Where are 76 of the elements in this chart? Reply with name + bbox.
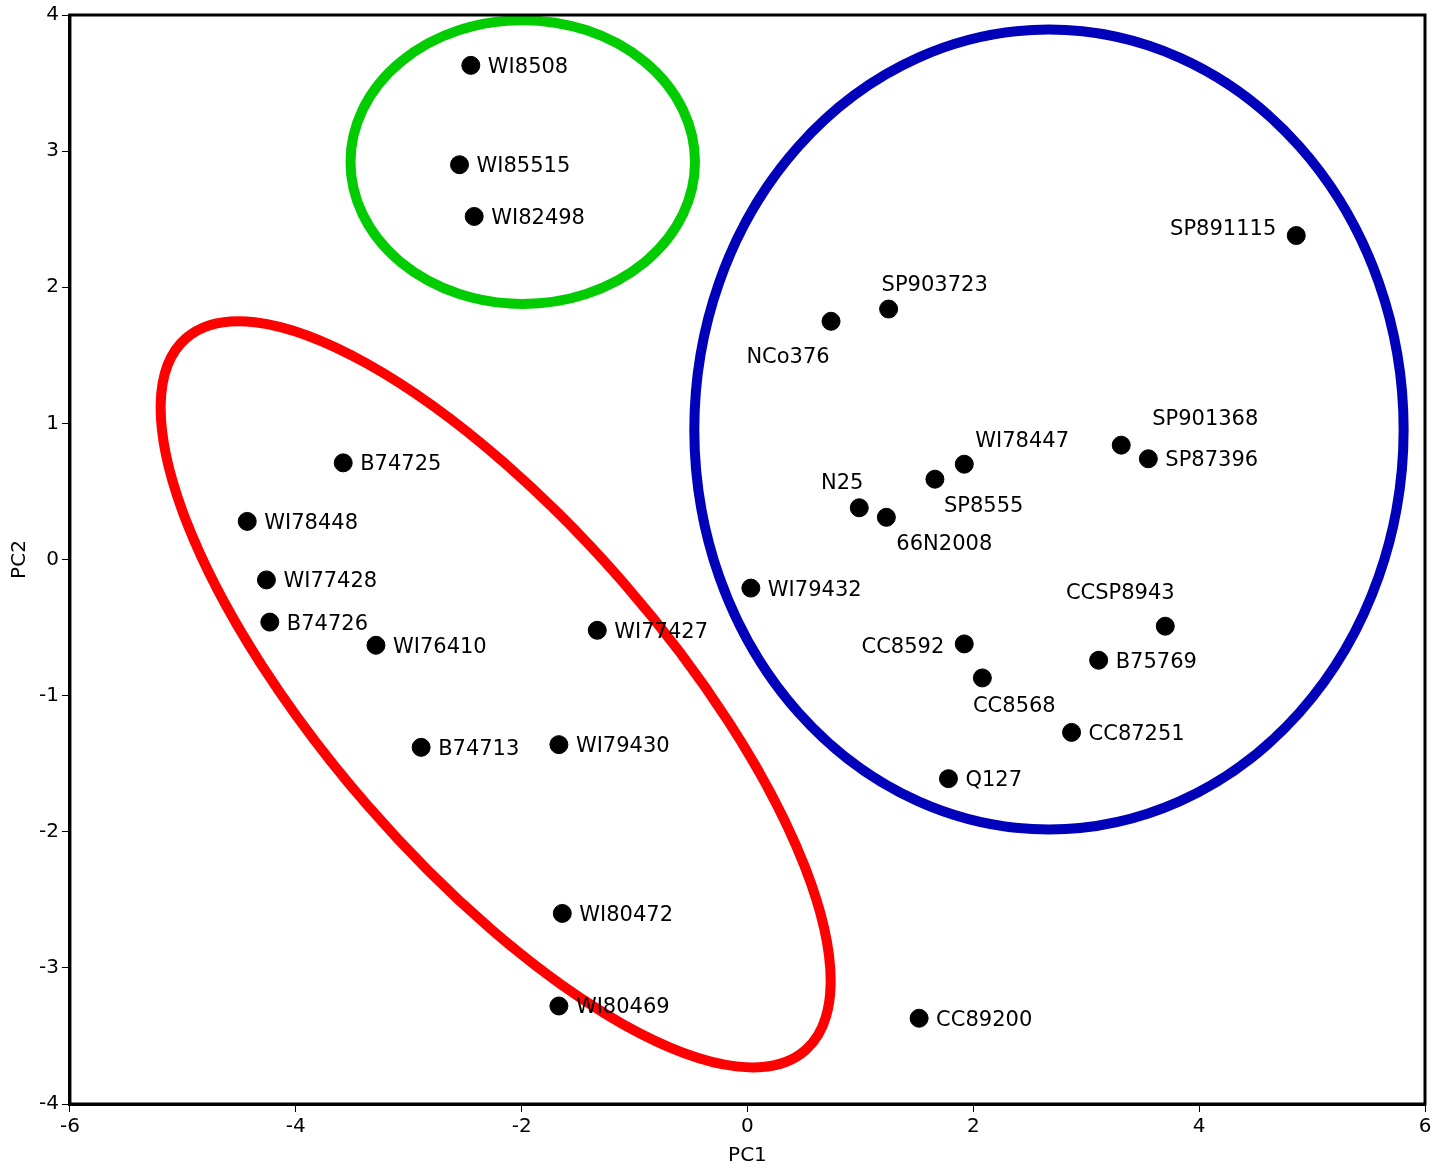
x-tick-label: 6 bbox=[1418, 1113, 1432, 1138]
x-tick-label: 2 bbox=[966, 1113, 980, 1138]
point bbox=[464, 206, 484, 226]
data-label: 66N2008 bbox=[896, 530, 993, 555]
point bbox=[450, 155, 470, 175]
data-label: SP903723 bbox=[881, 272, 988, 297]
point bbox=[549, 735, 569, 755]
point bbox=[821, 311, 841, 331]
y-tick-label: 4 bbox=[46, 1, 59, 26]
data-label: WI8508 bbox=[487, 53, 569, 78]
data-label: NCo376 bbox=[746, 343, 830, 368]
data-label: SP8555 bbox=[943, 492, 1024, 517]
point bbox=[741, 578, 761, 598]
point bbox=[1111, 435, 1131, 455]
point bbox=[1138, 449, 1158, 469]
data-label: Q127 bbox=[965, 767, 1023, 792]
x-axis-title: PC1 bbox=[728, 1142, 767, 1167]
data-label: WI80472 bbox=[579, 901, 674, 926]
data-label: CC89200 bbox=[936, 1006, 1033, 1031]
point bbox=[849, 498, 869, 518]
data-label: CC8592 bbox=[861, 634, 945, 659]
x-tick-label: -6 bbox=[59, 1113, 80, 1138]
data-label: WI76410 bbox=[392, 633, 487, 658]
data-label: WI82498 bbox=[491, 204, 585, 229]
data-label: WI79432 bbox=[767, 576, 862, 601]
point bbox=[366, 635, 386, 655]
x-tick-label: -2 bbox=[511, 1113, 532, 1138]
data-label: B74725 bbox=[360, 451, 442, 476]
y-tick-label: -4 bbox=[38, 1090, 59, 1115]
data-label: SP87396 bbox=[1165, 447, 1259, 472]
point bbox=[909, 1008, 929, 1028]
y-axis-title: PC2 bbox=[6, 540, 31, 579]
y-tick-label: -2 bbox=[38, 817, 59, 842]
point bbox=[587, 620, 607, 640]
y-tick-label: 2 bbox=[46, 273, 59, 298]
point bbox=[954, 634, 974, 654]
point bbox=[925, 469, 945, 489]
x-tick-label: 0 bbox=[741, 1113, 754, 1138]
y-tick-label: -1 bbox=[38, 681, 59, 706]
point bbox=[972, 668, 992, 688]
point bbox=[954, 454, 974, 474]
data-label: CCSP8943 bbox=[1065, 579, 1175, 604]
data-label: B74713 bbox=[438, 735, 520, 760]
point bbox=[1286, 226, 1306, 246]
y-tick-label: 0 bbox=[46, 545, 59, 570]
point bbox=[461, 55, 481, 75]
data-label: N25 bbox=[821, 470, 864, 495]
data-label: WI77428 bbox=[283, 568, 378, 593]
point bbox=[549, 996, 569, 1016]
data-label: SP901368 bbox=[1152, 405, 1259, 430]
point bbox=[237, 511, 257, 531]
data-label: SP891115 bbox=[1170, 215, 1277, 240]
data-label: CC8568 bbox=[972, 693, 1056, 718]
point bbox=[1155, 616, 1175, 636]
point bbox=[876, 507, 896, 527]
x-tick-label: 4 bbox=[1192, 1113, 1206, 1138]
data-label: WI79430 bbox=[575, 733, 670, 758]
point bbox=[411, 737, 431, 757]
point bbox=[552, 903, 572, 923]
data-label: B75769 bbox=[1115, 648, 1197, 673]
y-tick-label: -3 bbox=[38, 954, 59, 979]
point bbox=[879, 299, 899, 319]
x-tick-label: -4 bbox=[285, 1113, 306, 1138]
point bbox=[260, 612, 280, 632]
y-tick-label: 3 bbox=[46, 137, 59, 162]
data-label: WI78448 bbox=[264, 509, 358, 534]
point bbox=[256, 570, 276, 590]
y-tick-label: 1 bbox=[46, 409, 59, 434]
data-label: B74726 bbox=[286, 610, 369, 635]
data-label: WI85515 bbox=[476, 153, 571, 178]
point bbox=[938, 769, 958, 789]
point bbox=[1089, 650, 1109, 670]
point bbox=[333, 453, 353, 473]
point bbox=[1062, 722, 1082, 742]
data-label: WI78447 bbox=[975, 427, 1070, 452]
data-label: CC87251 bbox=[1088, 720, 1185, 745]
